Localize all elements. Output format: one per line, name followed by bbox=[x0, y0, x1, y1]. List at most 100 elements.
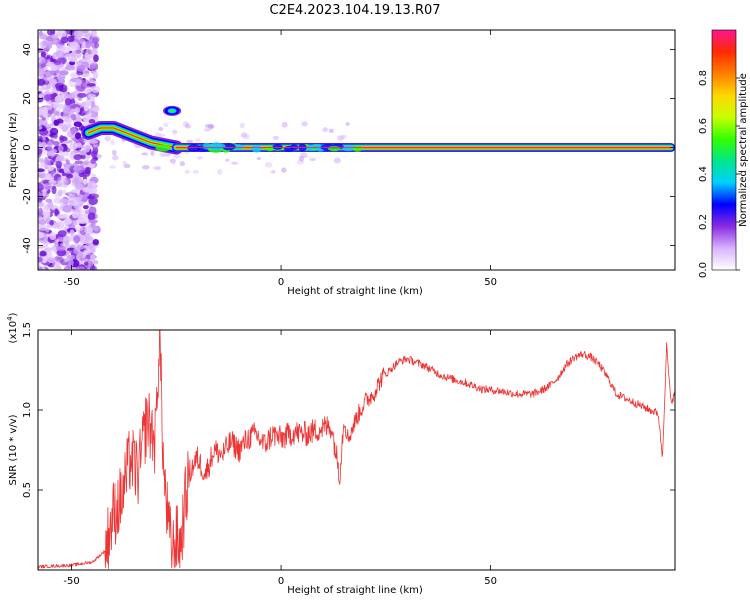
noise-blob bbox=[60, 36, 69, 44]
noise-blob bbox=[184, 169, 191, 174]
noise-blob bbox=[78, 201, 84, 207]
noise-blob bbox=[264, 162, 273, 168]
colorbar-tick-label: 0.2 bbox=[698, 214, 709, 230]
noise-blob bbox=[45, 61, 56, 68]
noise-blob bbox=[44, 123, 52, 129]
noise-blob bbox=[69, 142, 78, 150]
noise-blob bbox=[71, 50, 77, 58]
spectrogram-x-ticks: -50 0 50 bbox=[63, 30, 497, 288]
noise-blob bbox=[74, 225, 84, 232]
noise-blob bbox=[87, 180, 93, 190]
noise-blob bbox=[109, 165, 116, 169]
noise-blob bbox=[87, 195, 95, 200]
noise-blob bbox=[47, 166, 55, 171]
snr-frame bbox=[37, 329, 676, 571]
signal-blotch bbox=[221, 143, 236, 151]
noise-blob bbox=[42, 40, 49, 47]
noise-blob bbox=[69, 229, 75, 236]
noise-blob bbox=[71, 210, 80, 219]
noise-blob bbox=[81, 73, 91, 78]
noise-blob bbox=[38, 147, 43, 156]
noise-blob bbox=[76, 78, 83, 85]
signal-blotch bbox=[251, 144, 262, 153]
noise-blob bbox=[42, 69, 47, 75]
noise-blob bbox=[185, 124, 192, 129]
noise-blob bbox=[38, 56, 46, 64]
noise-blob bbox=[55, 255, 64, 263]
noise-blob bbox=[57, 122, 68, 127]
noise-blob bbox=[77, 244, 86, 250]
noise-blob bbox=[38, 34, 47, 40]
noise-blob bbox=[204, 128, 211, 132]
noise-blob bbox=[217, 168, 223, 175]
noise-blob bbox=[65, 64, 75, 71]
noise-blob bbox=[79, 81, 89, 90]
snr-x-tick-label: 0 bbox=[278, 576, 284, 587]
noise-blob bbox=[62, 204, 73, 213]
noise-blob bbox=[58, 145, 64, 153]
noise-blob bbox=[57, 230, 67, 238]
noise-blob bbox=[196, 156, 203, 160]
noise-blob bbox=[122, 160, 127, 166]
noise-blob bbox=[49, 232, 57, 241]
noise-blob bbox=[62, 112, 68, 122]
noise-blob bbox=[240, 132, 247, 138]
signal-blotch bbox=[352, 145, 363, 152]
noise-blob bbox=[47, 203, 52, 209]
snr-y-label: SNR (10 * v/v) bbox=[8, 414, 19, 485]
noise-blob bbox=[38, 245, 45, 249]
noise-blob bbox=[65, 159, 70, 165]
noise-blob bbox=[172, 129, 178, 134]
noise-blob bbox=[84, 33, 94, 40]
noise-blob bbox=[92, 260, 99, 265]
noise-blob bbox=[298, 155, 304, 162]
colorbar-tick-label: 0.8 bbox=[698, 70, 709, 86]
noise-blob bbox=[80, 49, 85, 54]
noise-blob bbox=[84, 166, 91, 175]
noise-blob bbox=[38, 124, 43, 130]
signal-blotch bbox=[202, 142, 212, 150]
spectrogram-y-tick-label: 40 bbox=[22, 43, 33, 56]
noise-blob bbox=[73, 247, 79, 254]
noise-blob bbox=[70, 126, 76, 135]
noise-blob bbox=[50, 157, 55, 166]
noise-blob bbox=[141, 165, 150, 170]
colorbar-tick-label: 0.0 bbox=[698, 262, 709, 278]
snr-y-tick-label: 1.0 bbox=[22, 402, 33, 418]
noise-blob bbox=[43, 182, 53, 188]
signal-blotch bbox=[155, 144, 171, 152]
noise-blob bbox=[77, 251, 84, 259]
noise-blob bbox=[61, 125, 68, 133]
noise-blob bbox=[54, 241, 59, 248]
noise-blob bbox=[163, 122, 169, 128]
noise-blob bbox=[87, 242, 94, 250]
spectrogram-x-label: Height of straight line (km) bbox=[287, 286, 423, 297]
noise-blob bbox=[52, 102, 60, 109]
noise-blob bbox=[337, 135, 344, 141]
noise-blob bbox=[270, 169, 276, 174]
noise-blob bbox=[158, 126, 164, 132]
noise-blob bbox=[110, 139, 115, 146]
signal-blotch bbox=[327, 145, 341, 152]
noise-blob bbox=[66, 173, 73, 179]
noise-blob bbox=[38, 78, 46, 86]
noise-blob bbox=[86, 248, 91, 254]
noise-blob bbox=[38, 141, 43, 150]
noise-blob bbox=[322, 127, 328, 132]
noise-blob bbox=[77, 219, 88, 224]
noise-blob bbox=[56, 249, 67, 257]
noise-blob bbox=[83, 144, 91, 153]
main-signal-band bbox=[155, 142, 675, 153]
colorbar-ticks: 0.0 0.2 0.4 0.6 0.8 bbox=[698, 70, 740, 278]
noise-blob bbox=[65, 118, 73, 126]
isolated-patch bbox=[163, 105, 182, 116]
noise-blob bbox=[104, 136, 111, 142]
noise-blob bbox=[78, 137, 85, 144]
noise-blob bbox=[86, 83, 96, 87]
colorbar-gradient bbox=[711, 29, 737, 271]
noise-blob bbox=[76, 142, 82, 149]
noise-blob bbox=[73, 177, 83, 185]
noise-blob bbox=[38, 157, 44, 163]
noise-blob bbox=[58, 168, 65, 174]
